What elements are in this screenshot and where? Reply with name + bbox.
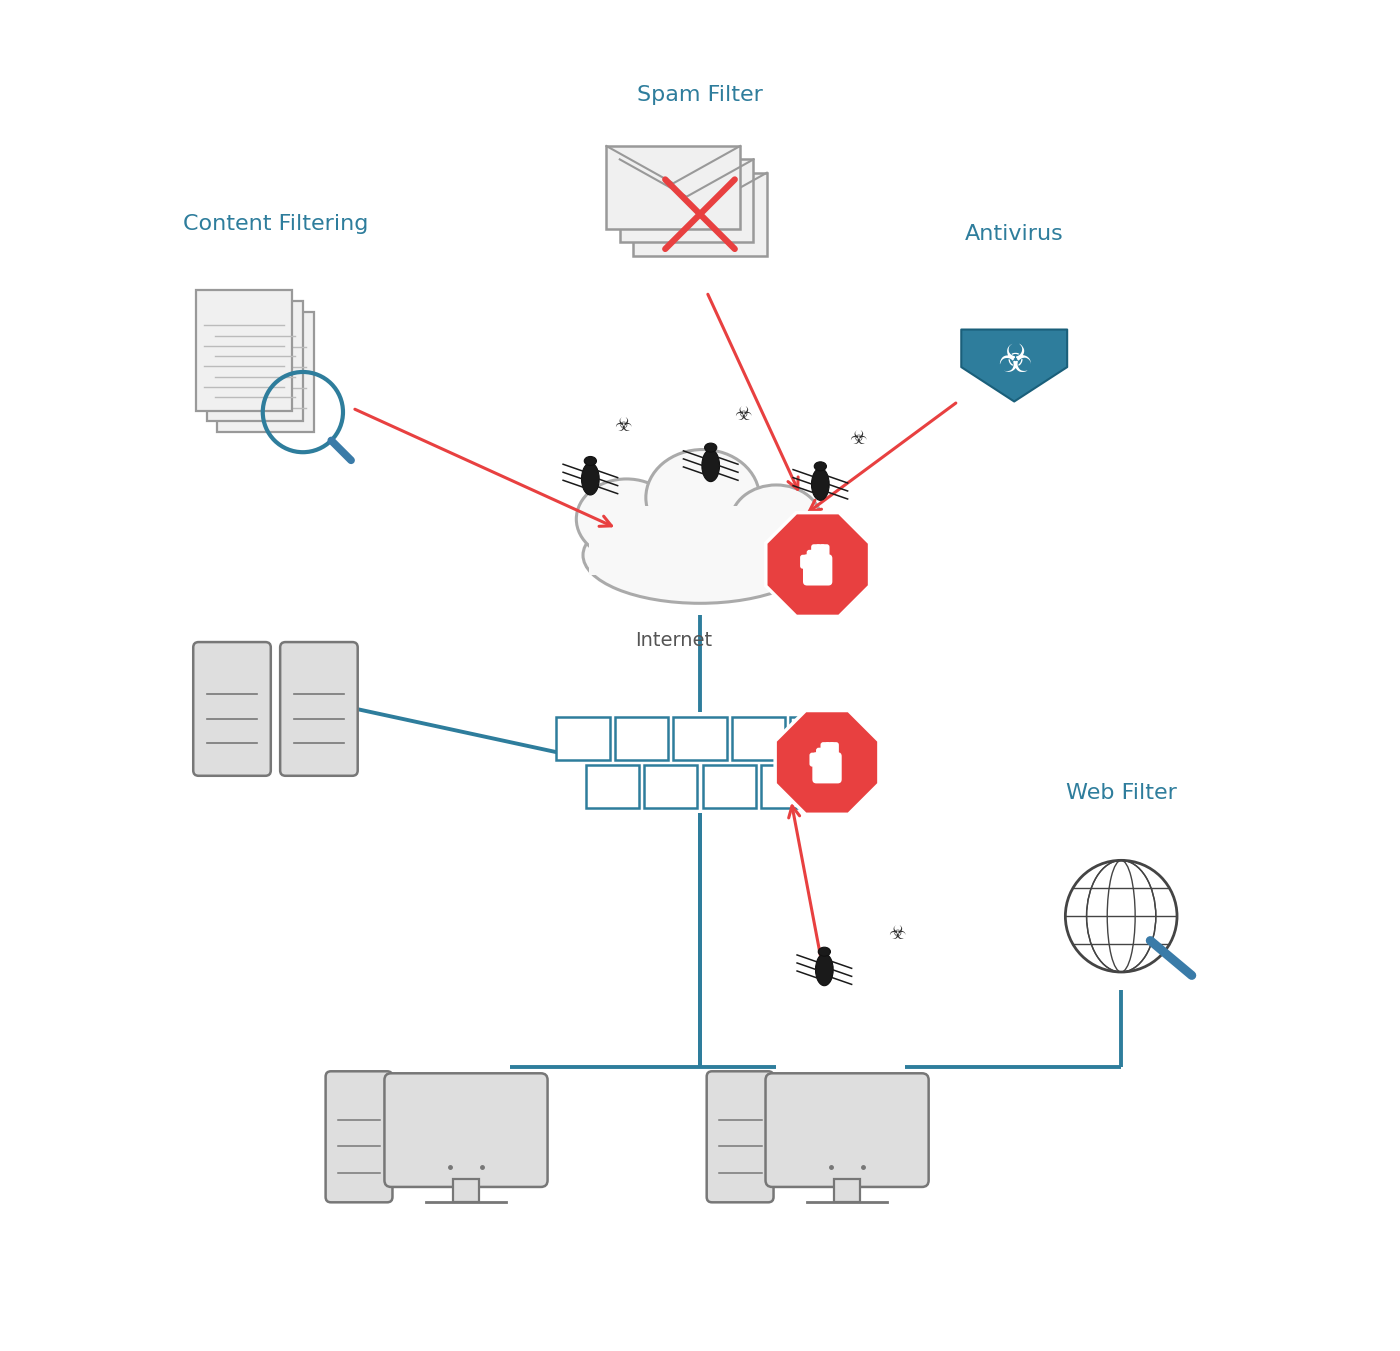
FancyBboxPatch shape [207,301,302,422]
Text: Spam Filter: Spam Filter [637,85,763,104]
FancyBboxPatch shape [633,173,767,255]
FancyBboxPatch shape [326,1071,392,1202]
FancyBboxPatch shape [811,544,822,562]
Ellipse shape [701,450,720,481]
Polygon shape [962,330,1067,401]
FancyBboxPatch shape [825,742,834,759]
Ellipse shape [818,947,830,957]
FancyBboxPatch shape [385,1073,547,1188]
Text: ☣: ☣ [734,405,752,424]
Polygon shape [776,711,879,815]
Text: ☣: ☣ [613,416,631,435]
FancyBboxPatch shape [196,290,293,411]
FancyBboxPatch shape [703,765,756,808]
FancyBboxPatch shape [816,747,826,763]
Polygon shape [766,512,869,616]
FancyBboxPatch shape [815,544,826,562]
FancyBboxPatch shape [606,146,741,228]
FancyBboxPatch shape [615,717,668,759]
Text: Internet: Internet [634,631,711,650]
FancyBboxPatch shape [452,1179,479,1201]
Ellipse shape [582,507,818,604]
FancyBboxPatch shape [820,742,830,759]
Text: ☣: ☣ [997,342,1032,380]
FancyBboxPatch shape [707,1071,774,1202]
FancyBboxPatch shape [620,159,753,242]
Text: Content Filtering: Content Filtering [183,215,368,234]
Ellipse shape [645,450,760,546]
Ellipse shape [816,954,833,986]
Text: ☣: ☣ [848,430,867,449]
FancyBboxPatch shape [673,717,727,759]
FancyBboxPatch shape [819,544,830,562]
Ellipse shape [704,443,717,453]
FancyBboxPatch shape [732,717,785,759]
FancyBboxPatch shape [799,555,811,569]
FancyBboxPatch shape [791,717,844,759]
FancyBboxPatch shape [644,765,697,808]
FancyBboxPatch shape [829,742,839,759]
FancyBboxPatch shape [193,642,270,775]
Text: ☣: ☣ [888,924,906,943]
Ellipse shape [731,485,822,558]
Ellipse shape [577,480,676,559]
Text: Antivirus: Antivirus [965,224,1064,243]
FancyBboxPatch shape [280,642,357,775]
FancyBboxPatch shape [834,1179,861,1201]
FancyBboxPatch shape [589,505,811,576]
FancyBboxPatch shape [762,765,815,808]
FancyBboxPatch shape [585,765,638,808]
Ellipse shape [581,463,599,494]
FancyBboxPatch shape [809,753,819,766]
Ellipse shape [584,457,596,466]
FancyBboxPatch shape [806,550,816,565]
Ellipse shape [815,462,826,470]
Ellipse shape [812,469,829,500]
FancyBboxPatch shape [766,1073,928,1188]
FancyBboxPatch shape [217,312,314,432]
FancyBboxPatch shape [804,554,833,585]
FancyBboxPatch shape [812,753,841,784]
FancyBboxPatch shape [556,717,609,759]
Text: Web Filter: Web Filter [1065,782,1176,802]
